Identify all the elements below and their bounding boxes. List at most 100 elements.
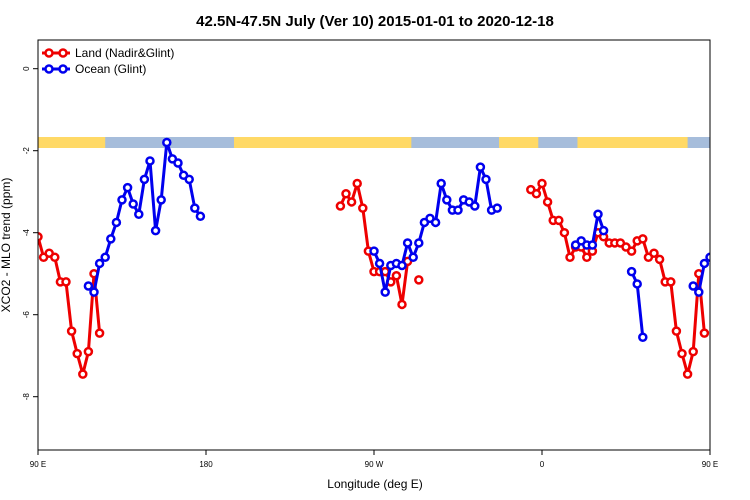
legend-marker [58,64,68,74]
y-tick-label: -8 [22,393,31,401]
data-point [162,137,172,148]
data-point [688,281,698,291]
y-axis: 0 -2 -4 -6 -8 [22,66,38,400]
data-point [559,227,570,238]
data-point [531,189,542,199]
data-point [705,252,710,263]
data-point [397,260,407,271]
data-point [346,197,357,207]
data-point [671,326,682,336]
ocean-series [83,137,742,342]
data-point [729,184,736,191]
legend-label: Ocean (Glint) [75,62,146,76]
data-point [723,196,730,203]
data-point [341,189,351,199]
data-point [537,178,547,189]
data-point [735,201,742,208]
data-point [83,281,94,291]
data-point [380,287,390,297]
data-point [453,205,463,215]
data-point [677,348,687,359]
data-point [699,258,710,269]
data-point [626,246,637,256]
data-point [100,252,110,263]
data-point [408,252,418,263]
land-band [234,137,412,148]
chart-title: 42.5N-47.5N July (Ver 10) 2015-01-01 to … [196,13,554,30]
data-point [150,225,161,236]
data-point [694,287,704,297]
data-point [335,201,346,211]
data-point [190,203,200,213]
data-point [369,246,379,256]
data-point [542,197,553,207]
data-point [156,195,166,205]
data-point [83,346,94,357]
x-tick-label: 180 [199,460,213,469]
data-point [593,209,603,219]
data-point [682,369,693,379]
x-tick-label: 0 [540,460,545,469]
data-point [139,174,150,185]
data-point [111,217,122,228]
land-band [577,137,688,148]
y-tick-label: -6 [22,311,31,319]
data-point [72,348,82,359]
data-point [94,328,105,338]
data-point [587,240,598,250]
data-point [626,266,637,277]
series-line [529,182,706,376]
data-point [442,195,452,205]
data-point [649,248,659,258]
data-point [402,238,413,248]
data-point [654,254,665,265]
data-point [78,369,88,379]
data-point [712,235,719,242]
data-point [436,178,446,189]
data-point [638,234,648,244]
data-point [89,287,99,297]
data-point [470,201,480,211]
legend-marker [58,48,68,58]
data-point [638,332,648,342]
y-tick-label: 0 [22,66,31,71]
data-point [66,326,77,336]
data-point [352,178,362,189]
data-point [414,238,424,248]
data-point [184,174,194,185]
data-point [565,252,575,263]
data-point [122,182,133,193]
data-point [173,158,183,168]
data-point [50,252,60,263]
series-layer [38,137,742,379]
data-point [117,195,127,205]
data-point [61,277,71,287]
data-point [492,203,502,213]
land-band [38,137,106,148]
x-tick-label: 90 E [30,460,46,469]
data-point [397,299,407,310]
data-point [632,279,642,289]
data-point [134,209,144,219]
data-point [38,232,43,242]
data-point [414,275,424,285]
y-axis-label: XCO2 - MLO trend (ppm) [0,178,13,313]
data-point [430,217,441,228]
data-point [358,203,368,213]
data-point [391,271,402,281]
series-line [692,252,710,294]
data-point [475,162,486,172]
legend: Land (Nadir&Glint) Ocean (Glint) [42,46,174,76]
legend-marker [44,48,54,58]
data-point [554,215,564,226]
data-point [128,199,138,209]
x-tick-label: 90 W [365,460,384,469]
data-point [582,252,592,263]
x-axis: 90 E 180 90 W 0 90 E [30,450,718,469]
data-point [195,211,206,222]
legend-marker [44,64,54,74]
y-tick-label: -2 [22,147,31,155]
data-point [374,258,385,269]
data-point [718,219,725,226]
